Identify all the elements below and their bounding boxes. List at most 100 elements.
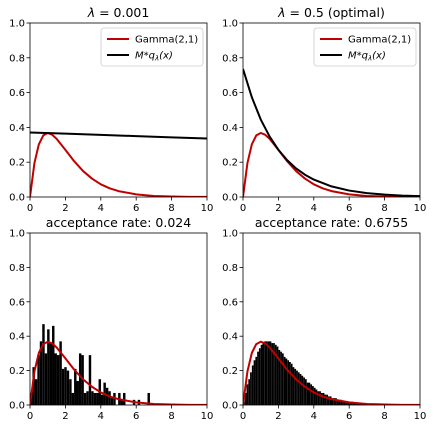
- plot-area: [243, 341, 420, 405]
- x-tick-label: 6: [133, 411, 139, 422]
- x-tick-label: 2: [275, 411, 281, 422]
- histogram-bar: [84, 393, 86, 405]
- histogram-bar: [291, 364, 293, 405]
- histogram-bar: [285, 359, 287, 405]
- x-tick-label: 4: [98, 203, 104, 214]
- x-tick-label: 8: [381, 203, 387, 214]
- x-tick-label: 4: [311, 411, 317, 422]
- x-tick-label: 10: [414, 203, 427, 214]
- x-tick-label: 8: [381, 411, 387, 422]
- histogram-bar: [307, 383, 309, 405]
- y-tick-label: 0.2: [9, 366, 25, 377]
- histogram-bar: [319, 391, 321, 405]
- histogram-bar: [257, 352, 259, 405]
- histogram-bar: [35, 379, 37, 405]
- histogram-bar: [69, 379, 71, 405]
- histogram-bar: [282, 353, 284, 405]
- histogram-bar: [91, 391, 93, 405]
- histogram-bar: [310, 384, 312, 405]
- histogram-bar: [298, 372, 300, 405]
- legend-label: Gamma(2,1): [348, 35, 411, 46]
- y-tick-label: 0.2: [222, 366, 238, 377]
- chart-panel-4: 0 2 4 6 8 100.00.20.40.60.81.0acceptance rate…: [222, 215, 426, 422]
- histogram-bar: [261, 345, 263, 405]
- histogram-bar: [259, 348, 261, 405]
- histogram-bar: [323, 393, 325, 405]
- y-tick-label: 0.4: [222, 332, 238, 343]
- histogram-bar: [301, 376, 303, 405]
- x-tick-label: 2: [62, 411, 68, 422]
- x-tick-label: 0: [27, 411, 33, 422]
- histogram-bar: [287, 360, 289, 405]
- x-tick-label: 8: [168, 411, 174, 422]
- histogram-bar: [268, 341, 270, 405]
- x-tick-label: 0: [27, 203, 33, 214]
- y-tick-label: 0.0: [222, 401, 238, 412]
- histogram-bar: [72, 393, 74, 405]
- y-tick-label: 1.0: [222, 229, 238, 240]
- x-tick-label: 2: [275, 203, 281, 214]
- y-tick-label: 0.6: [9, 88, 25, 99]
- histogram-bar: [42, 324, 44, 405]
- x-tick-label: 0: [240, 411, 246, 422]
- x-tick-label: 6: [133, 203, 139, 214]
- histogram-bar: [52, 326, 54, 405]
- y-tick-label: 0.4: [9, 123, 25, 134]
- histogram-bar: [296, 371, 298, 405]
- histogram-bar: [79, 353, 81, 405]
- chart-panel-3: 0 2 4 6 8 100.00.20.40.60.81.0acceptance rate…: [9, 215, 213, 422]
- histogram-bar: [108, 391, 110, 405]
- plot-area: [243, 69, 420, 197]
- chart-panel-2: 0 2 4 6 8 10 0.0 0.2 0.4 0.6 0.8 1.0 λ = 0.5 (optima…: [222, 5, 426, 214]
- histogram-bar: [101, 395, 103, 405]
- histogram-bar: [123, 393, 125, 405]
- histogram-bar: [62, 369, 64, 405]
- histogram-bar: [270, 341, 272, 405]
- histogram-bar: [254, 360, 256, 405]
- histogram-bar: [316, 390, 318, 405]
- y-tick-label: 0.2: [9, 158, 25, 169]
- y-tick-label: 1.0: [9, 229, 25, 240]
- histogram-bar: [96, 393, 98, 405]
- y-tick-label: 0.8: [9, 53, 25, 64]
- histogram-bar: [303, 377, 305, 405]
- legend-label: Gamma(2,1): [135, 35, 198, 46]
- legend-label: M*qλ(x): [348, 51, 386, 63]
- histogram-bar: [47, 329, 49, 405]
- x-tick-label: 10: [201, 203, 214, 214]
- x-tick-label: 4: [98, 411, 104, 422]
- histogram-bar: [74, 369, 76, 405]
- histogram-bar: [314, 388, 316, 405]
- y-tick-label: 0.6: [222, 297, 238, 308]
- histogram-bar: [308, 383, 310, 405]
- histogram-bar: [300, 374, 302, 405]
- panel-title: λ = 0.5 (optimal): [277, 5, 385, 20]
- histogram-bar: [37, 355, 39, 405]
- x-tick-label: 8: [168, 203, 174, 214]
- histogram-bar: [248, 379, 250, 405]
- y-tick-label: 0.2: [222, 158, 238, 169]
- histogram-bar: [294, 369, 296, 405]
- legend: Gamma(2,1) M*qλ(x): [314, 28, 416, 66]
- y-tick-label: 0.8: [222, 263, 238, 274]
- histogram-bar: [326, 395, 328, 405]
- y-tick-label: 1.0: [9, 19, 25, 30]
- histogram-bar: [250, 372, 252, 405]
- histogram-bar: [64, 367, 66, 405]
- histogram-bar: [293, 367, 295, 405]
- histogram-bar: [266, 341, 268, 405]
- histogram-bar: [89, 355, 91, 405]
- histogram-bar: [247, 384, 249, 405]
- y-tick-label: 0.4: [222, 123, 238, 134]
- panel-title: λ = 0.001: [87, 5, 150, 20]
- x-tick-label: 2: [62, 203, 68, 214]
- panel-title: acceptance rate: 0.6755: [255, 215, 408, 230]
- histogram-bar: [264, 341, 266, 405]
- x-tick-label: 4: [311, 203, 317, 214]
- histogram-bar: [45, 353, 47, 405]
- histogram-bar: [289, 362, 291, 405]
- histogram-bar: [57, 355, 59, 405]
- y-tick-label: 0.6: [222, 88, 238, 99]
- series-line-envelope: [243, 69, 420, 196]
